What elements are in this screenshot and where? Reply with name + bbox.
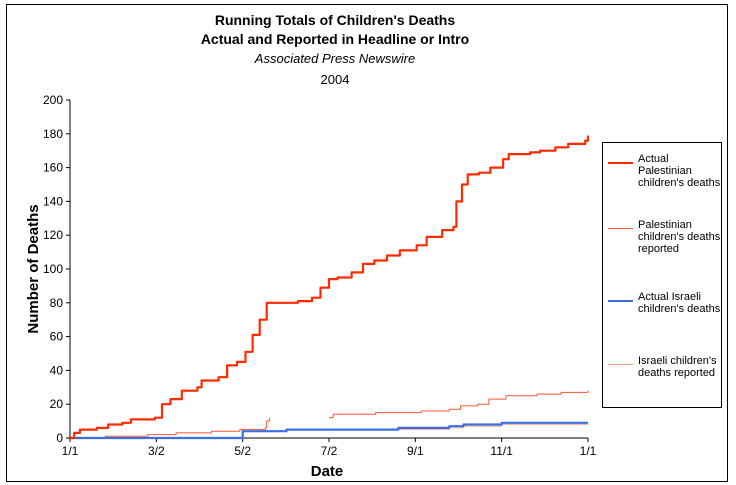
legend-swatch [608,300,633,302]
legend-label-line: children's deaths [638,231,721,243]
legend-label-line: Actual [638,153,669,165]
legend-label-line: reported [638,243,679,255]
series-line [70,417,271,439]
chart-source: Associated Press Newswire [254,51,416,66]
y-tick-label: 120 [43,228,63,242]
legend-label-line: children's deaths [638,177,721,189]
series-line [329,390,589,419]
legend: Actual Palestinian children's deaths Palest… [602,142,722,408]
legend-label-line: Israeli children's [638,355,717,367]
legend-label-line: Palestinian [638,165,692,177]
legend-swatch [608,228,633,229]
legend-label-line: Actual Israeli [638,291,701,303]
y-tick-label: 0 [56,431,63,445]
y-tick-label: 180 [43,127,63,141]
legend-label: Palestinian children's deaths reported [638,219,720,255]
legend-swatch [608,364,633,365]
chart-subtitle: Actual and Reported in Headline or Intro [200,31,470,47]
series-layer [70,135,590,440]
chart-year: 2004 [320,72,350,87]
legend-label: Actual Israeli children's deaths [638,291,720,315]
legend-label: Israeli children's deaths reported [638,355,717,379]
y-tick-label: 100 [43,262,63,276]
y-tick-label: 20 [50,397,64,411]
axes: 0 20 40 60 80 100 120 140 160 180 200 1/1 3/2 5/2 7/2 9… [43,93,597,458]
series-line [70,421,588,440]
legend-swatch [608,162,633,164]
legend-label-line: Palestinian [638,219,692,231]
y-tick-label: 200 [43,93,63,107]
x-tick-label: 1/1 [62,444,79,458]
x-axis-label: Date [311,463,344,480]
legend-label-line: children's deaths [638,303,721,315]
series-line [70,135,590,440]
x-tick-label: 11/1 [490,444,513,458]
y-axis-label: Number of Deaths [25,204,42,333]
legend-label-line: deaths reported [638,367,716,379]
x-tick-label: 5/2 [234,444,251,458]
x-tick-label: 3/2 [148,444,165,458]
chart-frame [6,4,728,482]
x-tick-label: 9/1 [407,444,424,458]
y-tick-label: 140 [43,194,63,208]
x-tick-label: 1/1 [580,444,597,458]
y-tick-label: 80 [50,296,64,310]
y-tick-label: 160 [43,161,63,175]
y-tick-label: 60 [50,330,64,344]
chart-title: Running Totals of Children's Deaths [214,12,456,28]
legend-label: Actual Palestinian children's deaths [638,153,720,189]
x-tick-label: 7/2 [321,444,338,458]
y-tick-label: 40 [50,363,64,377]
